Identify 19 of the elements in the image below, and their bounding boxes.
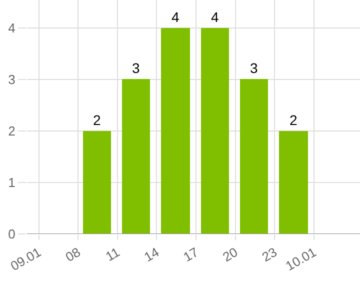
x-tick-label: 10.01 bbox=[283, 244, 319, 274]
data-label: 2 bbox=[93, 112, 101, 128]
y-tick-label: 4 bbox=[8, 20, 16, 36]
y-tick-label: 0 bbox=[8, 226, 16, 242]
y-tick-label: 3 bbox=[8, 72, 16, 87]
x-tick-label: 14 bbox=[141, 244, 162, 265]
data-label: 4 bbox=[172, 9, 180, 25]
x-tick-label: 17 bbox=[180, 244, 201, 265]
data-label: 2 bbox=[290, 112, 298, 128]
x-tick-label: 11 bbox=[102, 244, 122, 264]
data-label: 3 bbox=[250, 60, 258, 76]
x-tick-label: 09.01 bbox=[8, 244, 44, 274]
y-tick-label: 2 bbox=[8, 123, 16, 138]
x-tick-label: 08 bbox=[62, 244, 83, 265]
data-label: 4 bbox=[211, 9, 219, 25]
data-label: 3 bbox=[132, 60, 140, 76]
x-tick-label: 23 bbox=[259, 244, 280, 265]
y-tick-label: 1 bbox=[8, 175, 16, 190]
x-tick-label: 20 bbox=[220, 244, 240, 265]
